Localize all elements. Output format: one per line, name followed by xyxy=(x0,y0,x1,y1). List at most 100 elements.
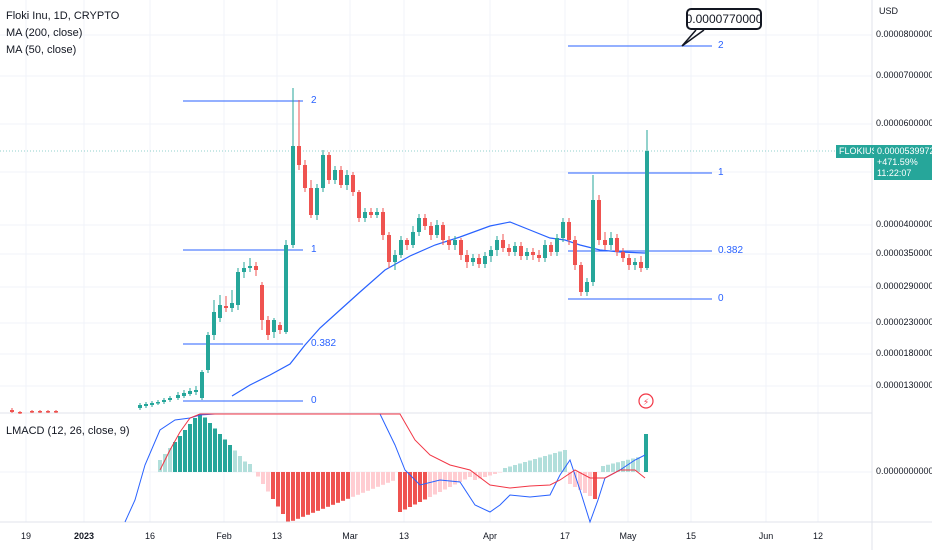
macd-bar xyxy=(468,472,472,477)
callout-pointer xyxy=(681,29,705,47)
candle-body xyxy=(525,252,529,256)
macd-bar xyxy=(331,472,335,505)
legend-ma200[interactable]: MA (200, close) xyxy=(6,27,83,39)
candle-body xyxy=(254,266,258,270)
price-label: 0.0000180000 xyxy=(876,348,932,358)
candle-body xyxy=(242,268,246,272)
macd-bar xyxy=(311,472,315,513)
macd-bar xyxy=(538,457,542,472)
macd-bar xyxy=(583,472,587,493)
candle-body xyxy=(38,411,42,413)
candle-body xyxy=(339,170,343,185)
fib-retracement-right[interactable] xyxy=(568,45,712,300)
candle-body xyxy=(573,240,577,265)
candle-body xyxy=(278,325,282,330)
macd-bar xyxy=(533,459,537,472)
candle-body xyxy=(200,372,204,398)
macd-bar xyxy=(528,460,532,472)
macd-bar xyxy=(433,472,437,495)
candle-body xyxy=(615,238,619,252)
candle-body xyxy=(236,272,240,305)
macd-bar xyxy=(438,472,442,492)
candle-body xyxy=(54,411,58,413)
macd-bar xyxy=(173,442,177,472)
candle-body xyxy=(30,411,34,413)
legend-symbol[interactable]: Floki Inu, 1D, CRYPTO xyxy=(6,10,120,22)
candle-body xyxy=(387,235,391,262)
date-label: 16 xyxy=(144,531,156,541)
candlesticks[interactable] xyxy=(10,88,649,414)
macd-bar xyxy=(523,462,527,472)
candle-body xyxy=(309,188,313,215)
macd-bar xyxy=(493,472,497,474)
macd-bar xyxy=(403,472,407,510)
macd-bar xyxy=(391,472,395,481)
candle-body xyxy=(549,245,553,252)
candle-body xyxy=(519,246,523,256)
candle-body xyxy=(381,212,385,235)
legend-ma50[interactable]: MA (50, close) xyxy=(6,44,77,56)
macd-bar xyxy=(376,472,380,487)
candle-body xyxy=(567,222,571,240)
candle-body xyxy=(405,240,409,245)
macd-bar xyxy=(163,454,167,472)
fib-left-label: 0 xyxy=(311,395,317,406)
macd-bar xyxy=(448,472,452,487)
candle-body xyxy=(429,226,433,235)
candle-body xyxy=(597,200,601,240)
candle-body xyxy=(182,393,186,396)
macd-bar xyxy=(413,472,417,505)
macd-bar xyxy=(213,428,217,472)
candle-body xyxy=(435,225,439,235)
candle-body xyxy=(411,232,415,245)
macd-bar xyxy=(543,456,547,472)
legend-macd[interactable]: LMACD (12, 26, close, 9) xyxy=(6,425,130,437)
candle-body xyxy=(206,335,210,370)
flash-icon[interactable] xyxy=(638,393,654,409)
price-tag: 0.0000539972 +471.59% 11:22:07 xyxy=(874,145,932,180)
macd-bar xyxy=(238,456,242,472)
candle-body xyxy=(291,146,295,245)
macd-bar xyxy=(578,472,582,490)
macd-bar xyxy=(266,472,270,492)
macd-bar xyxy=(601,466,605,472)
signal-line xyxy=(159,413,646,489)
macd-bar xyxy=(366,472,370,491)
macd-bar xyxy=(356,472,360,495)
fib-retracement-left[interactable] xyxy=(183,100,303,402)
fib-left-label: 1 xyxy=(311,244,317,255)
candle-body xyxy=(543,245,547,258)
macd-histogram xyxy=(158,414,648,522)
candle-body xyxy=(495,240,499,250)
candle-body xyxy=(138,405,142,408)
macd-bar xyxy=(478,472,482,479)
macd-bar xyxy=(178,436,182,472)
candle-body xyxy=(585,282,589,292)
date-label: 17 xyxy=(559,531,571,541)
candle-body xyxy=(194,390,198,392)
candle-body xyxy=(315,188,319,215)
price-label: 0.0000800000 xyxy=(876,29,932,39)
price-callout[interactable]: 0.0000770000 xyxy=(686,8,762,30)
macd-bar xyxy=(256,472,260,477)
macd-bar xyxy=(418,472,422,502)
candle-body xyxy=(218,305,222,318)
candle-body xyxy=(531,252,535,255)
candle-body xyxy=(266,320,270,335)
macd-line xyxy=(124,413,646,524)
candle-body xyxy=(483,256,487,264)
fib-left-label: 0.382 xyxy=(311,338,337,349)
candle-body xyxy=(150,403,154,405)
macd-bar xyxy=(228,445,232,472)
macd-bar xyxy=(261,472,265,484)
macd-bar xyxy=(381,472,385,485)
candle-body xyxy=(471,258,475,262)
price-label: 0.0000700000 xyxy=(876,70,932,80)
candle-body xyxy=(393,255,397,262)
candle-body xyxy=(423,218,427,226)
macd-bar xyxy=(243,461,247,472)
macd-bar xyxy=(606,464,610,472)
macd-bar xyxy=(193,418,197,472)
macd-bar xyxy=(428,472,432,497)
